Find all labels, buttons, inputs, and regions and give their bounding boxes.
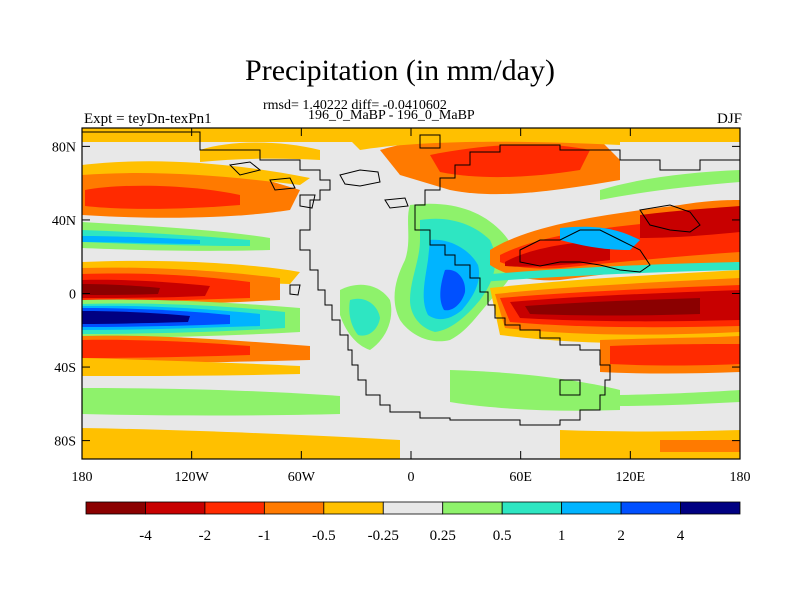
colorbar-swatch (145, 501, 206, 515)
colorbar-swatch (680, 501, 741, 515)
colorbar-swatch (204, 501, 265, 515)
lat-tick-label: 0 (69, 288, 76, 303)
lon-tick-label: 60E (509, 470, 532, 485)
colorbar-label: -0.25 (368, 528, 399, 544)
runs-line: 196_0_MaBP - 196_0_MaBP (308, 108, 475, 123)
colorbar-label: 4 (677, 528, 685, 544)
lon-tick-label: 0 (408, 470, 415, 485)
colorbar-label: -1 (258, 528, 271, 544)
colorbar-label: 1 (558, 528, 566, 544)
colorbar-label: 2 (617, 528, 625, 544)
stats-line: rmsd= 1.40222 diff= -0.0410602 (263, 98, 447, 113)
lon-tick-label: 120E (616, 470, 646, 485)
lat-tick-label: 80N (52, 140, 76, 155)
coastlines (82, 131, 740, 426)
lat-tick-label: 40N (52, 214, 76, 229)
colorbar-label: -4 (139, 528, 152, 544)
lon-tick-label: 180 (730, 470, 751, 485)
colorbar-swatch (442, 501, 503, 515)
colorbar-swatch (561, 501, 622, 515)
lon-tick-label: 120W (175, 470, 210, 485)
season-label: DJF (716, 111, 742, 127)
colorbar-swatch (501, 501, 563, 515)
precipitation-field (82, 128, 740, 459)
colorbar-swatch (263, 501, 325, 515)
colorbar-swatch (85, 501, 146, 515)
colorbar-label: -0.5 (312, 528, 336, 544)
colorbar: -4 -2 -1 -0.5 -0.25 0.25 0.5 1 2 4 (85, 501, 741, 544)
experiment-label: Expt = teyDn-texPn1 (84, 111, 212, 127)
colorbar-swatch (620, 501, 681, 515)
lat-tick-label: 40S (54, 361, 76, 376)
lat-tick-label: 80S (54, 435, 76, 450)
colorbar-swatch (382, 501, 444, 515)
colorbar-label: -2 (199, 528, 212, 544)
map-title: Precipitation (in mm/day) (245, 54, 555, 87)
axis-ticks (81, 128, 741, 459)
lon-tick-label: 180 (72, 470, 93, 485)
colorbar-swatch (323, 501, 384, 515)
colorbar-label: 0.25 (430, 528, 456, 544)
axis-labels: 80N 40N 0 40S 80S 180 120W 60W 0 60E 120E 180 (52, 140, 751, 485)
colorbar-label: 0.5 (493, 528, 512, 544)
lon-tick-label: 60W (288, 470, 316, 485)
